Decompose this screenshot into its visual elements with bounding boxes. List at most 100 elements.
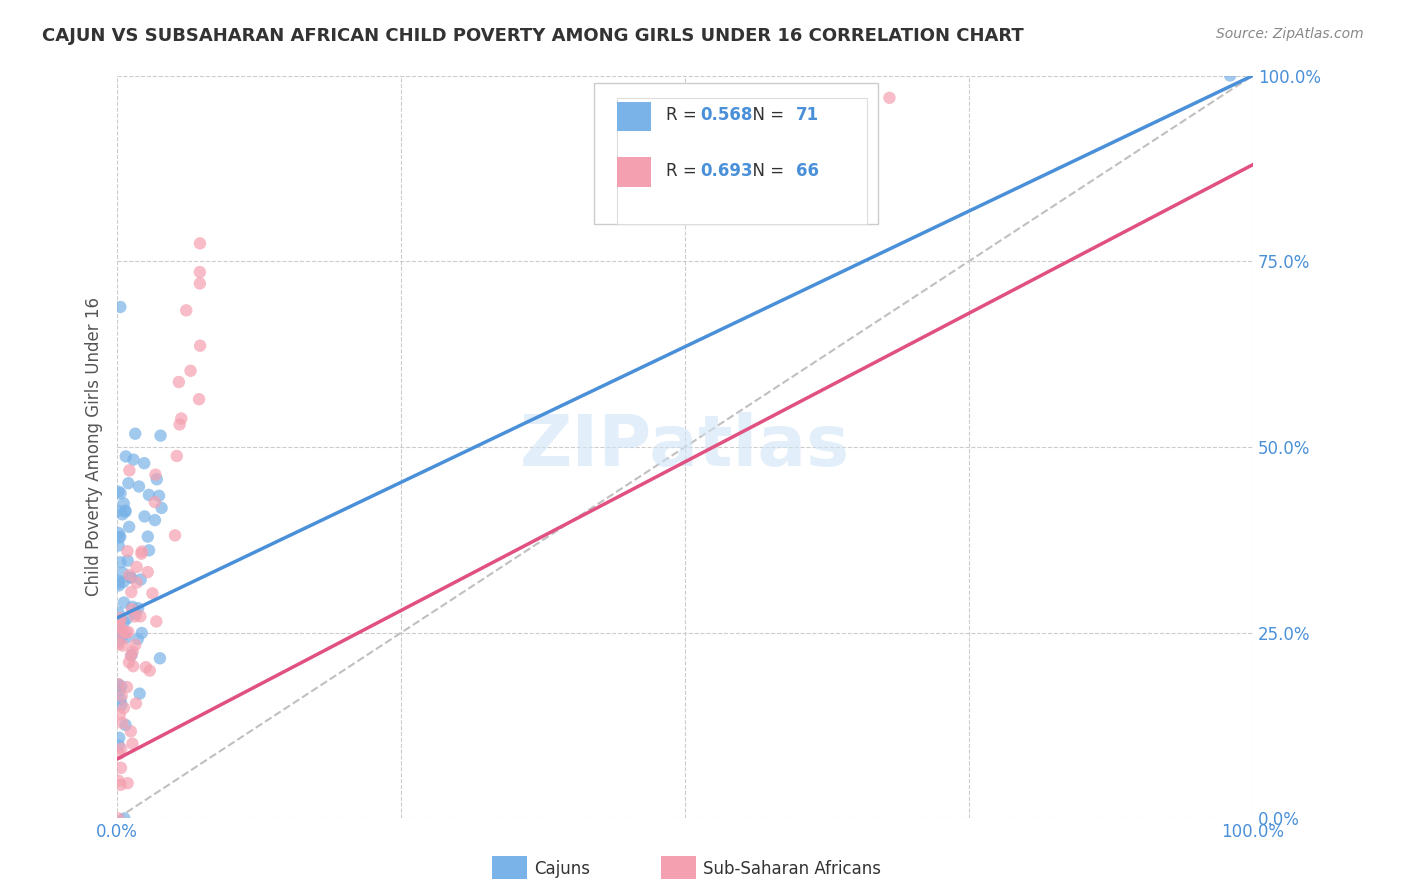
Point xyxy=(112,615,135,629)
Point xyxy=(112,624,135,638)
Point xyxy=(117,776,139,790)
Point xyxy=(148,489,170,503)
Point xyxy=(129,573,152,587)
Point xyxy=(111,689,134,703)
Point xyxy=(121,602,143,616)
Point xyxy=(114,718,136,732)
Point xyxy=(145,615,167,629)
FancyBboxPatch shape xyxy=(617,157,651,187)
Point xyxy=(188,236,211,251)
Point xyxy=(136,530,159,544)
Text: Source: ZipAtlas.com: Source: ZipAtlas.com xyxy=(1216,27,1364,41)
Text: R =: R = xyxy=(665,106,702,124)
Point xyxy=(108,531,131,545)
Point xyxy=(110,530,132,544)
Point xyxy=(118,520,141,534)
Point xyxy=(124,638,146,652)
Point xyxy=(188,339,211,353)
Point xyxy=(110,611,132,625)
Point xyxy=(150,500,173,515)
Point xyxy=(117,476,139,491)
Y-axis label: Child Poverty Among Girls Under 16: Child Poverty Among Girls Under 16 xyxy=(86,298,103,597)
Point xyxy=(107,539,129,553)
Point xyxy=(114,503,136,517)
Point xyxy=(107,634,129,648)
FancyBboxPatch shape xyxy=(617,102,651,131)
Point xyxy=(110,761,132,775)
Point xyxy=(1219,69,1241,83)
Point xyxy=(108,614,131,628)
Point xyxy=(127,601,149,615)
Point xyxy=(110,698,132,712)
Point xyxy=(108,619,131,633)
Text: R =: R = xyxy=(665,161,702,179)
Text: CAJUN VS SUBSAHARAN AFRICAN CHILD POVERTY AMONG GIRLS UNDER 16 CORRELATION CHART: CAJUN VS SUBSAHARAN AFRICAN CHILD POVERT… xyxy=(42,27,1024,45)
Point xyxy=(131,544,153,558)
Point xyxy=(108,574,131,588)
Point xyxy=(117,554,139,568)
Point xyxy=(110,679,132,693)
Point xyxy=(111,566,134,580)
Point xyxy=(167,375,190,389)
Point xyxy=(136,565,159,579)
Point xyxy=(129,609,152,624)
Point xyxy=(108,731,131,745)
Point xyxy=(125,560,148,574)
Point xyxy=(111,639,134,653)
Point xyxy=(170,411,193,425)
Point xyxy=(124,609,146,624)
Point xyxy=(146,472,169,486)
Point xyxy=(135,660,157,674)
Point xyxy=(143,495,166,509)
Point xyxy=(122,659,145,673)
Point xyxy=(141,586,163,600)
Point xyxy=(149,651,172,665)
Point xyxy=(108,707,131,722)
Point xyxy=(115,611,138,625)
Point xyxy=(107,625,129,640)
Point xyxy=(188,277,211,291)
Point xyxy=(121,599,143,614)
Point xyxy=(125,575,148,590)
Point xyxy=(134,509,156,524)
Point xyxy=(108,624,131,639)
Point xyxy=(110,778,132,792)
Point xyxy=(131,547,153,561)
Point xyxy=(107,812,129,826)
Point xyxy=(188,392,211,407)
Point xyxy=(115,625,138,640)
Point xyxy=(124,607,146,621)
Point xyxy=(120,724,142,739)
Point xyxy=(108,578,131,592)
Point xyxy=(110,300,132,314)
Point xyxy=(138,543,160,558)
Text: 0.568: 0.568 xyxy=(700,106,752,124)
Point xyxy=(107,504,129,518)
Point xyxy=(121,645,143,659)
Point xyxy=(111,628,134,642)
Point xyxy=(107,606,129,620)
Point xyxy=(107,773,129,788)
Point xyxy=(114,450,136,464)
Point xyxy=(117,624,139,639)
Point xyxy=(128,687,150,701)
Point xyxy=(145,467,167,482)
Point xyxy=(121,737,143,751)
Point xyxy=(112,701,135,715)
Point xyxy=(108,747,131,761)
Point xyxy=(122,452,145,467)
Point xyxy=(169,417,191,432)
Text: N =: N = xyxy=(742,106,789,124)
Point xyxy=(112,595,135,609)
Text: 66: 66 xyxy=(796,161,820,179)
Point xyxy=(125,697,148,711)
Point xyxy=(110,555,132,569)
Point xyxy=(111,508,134,522)
Point xyxy=(110,627,132,641)
Point xyxy=(180,364,202,378)
Point xyxy=(120,570,142,584)
Text: Cajuns: Cajuns xyxy=(534,860,591,878)
Point xyxy=(112,812,135,826)
Point xyxy=(107,623,129,637)
Point xyxy=(115,680,138,694)
